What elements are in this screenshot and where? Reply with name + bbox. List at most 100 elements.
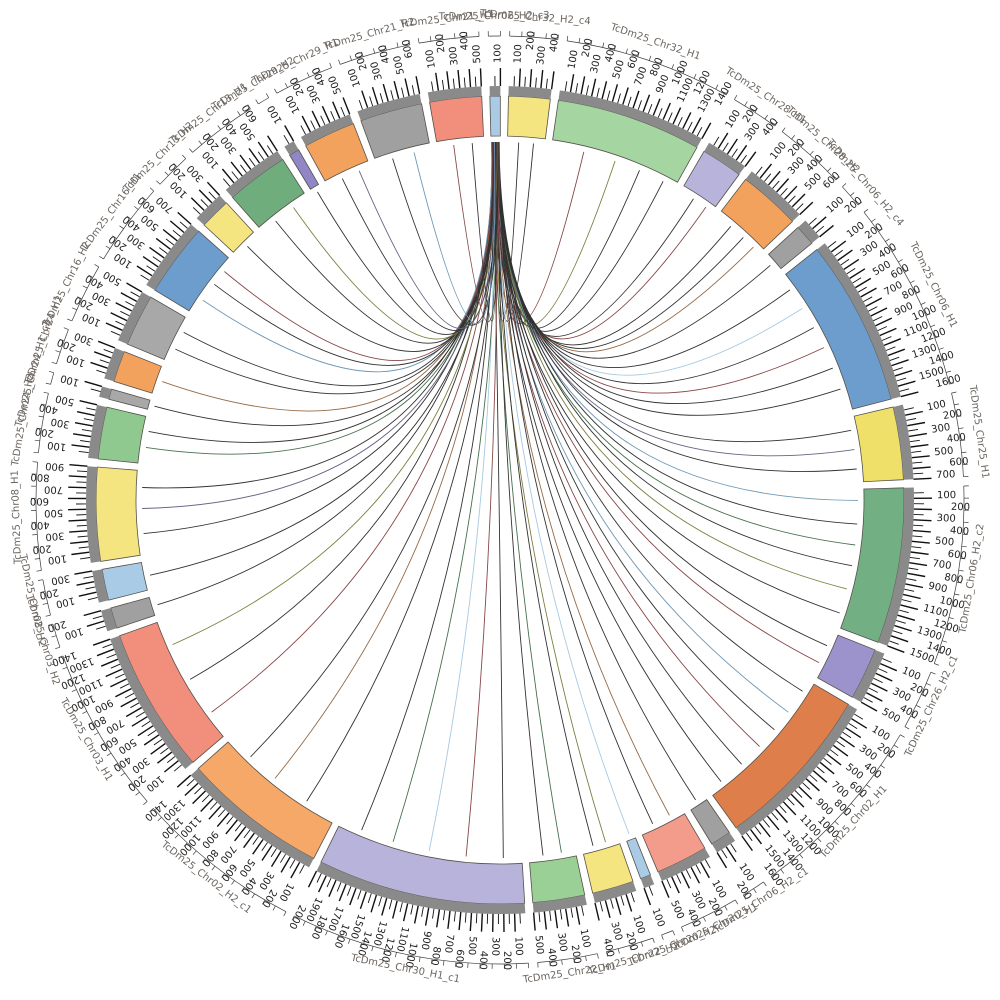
segment-band (712, 683, 850, 829)
tick-label: 600 (219, 861, 239, 883)
outer-axis-tick (826, 829, 831, 834)
tick-label: 300 (369, 60, 385, 81)
segment-ticks (221, 135, 278, 187)
outer-axis-ticks (734, 95, 778, 127)
minor-tick (722, 142, 729, 152)
tick-label: 600 (453, 949, 466, 969)
link (498, 141, 852, 567)
outer-axis-tick (682, 68, 686, 74)
tick-label: 400 (861, 761, 883, 781)
minor-tick (730, 843, 737, 853)
link (341, 141, 499, 331)
major-tick (131, 716, 148, 727)
outer-axis-tick (956, 415, 962, 418)
major-tick (321, 105, 331, 123)
minor-tick (912, 461, 923, 464)
minor-tick (87, 596, 98, 601)
major-tick (371, 86, 379, 105)
minor-tick (96, 369, 107, 374)
outer-axis-ticks (37, 579, 51, 617)
outer-axis-ticks (189, 104, 251, 153)
outer-axis-tick (34, 439, 40, 442)
segment-label: TcDm25_Chr06_H2_c3 (438, 10, 550, 22)
segment-inner-band (300, 114, 354, 146)
minor-tick (794, 790, 803, 798)
minor-tick (208, 191, 217, 200)
outer-axis-tick (198, 140, 203, 145)
tick-label: 200 (73, 294, 95, 312)
minor-tick (130, 291, 140, 298)
outer-axis-ticks (45, 370, 54, 385)
segment-ticks (713, 132, 757, 167)
outer-axis-ticks (842, 183, 863, 206)
minor-tick (379, 93, 384, 104)
major-tick (78, 591, 97, 597)
tick-label: 100 (926, 399, 947, 414)
major-tick (912, 466, 931, 470)
outer-axis-tick (715, 84, 719, 90)
outer-axis-tick (660, 59, 663, 65)
major-tick (208, 805, 222, 820)
outer-axis-tick (946, 370, 951, 373)
major-tick (909, 562, 928, 567)
link (495, 141, 815, 385)
major-tick (446, 71, 450, 90)
minor-tick (102, 643, 113, 649)
outer-axis-tick (58, 655, 64, 658)
major-tick (338, 884, 347, 902)
outer-axis-ticks (661, 930, 676, 940)
segment-band (683, 150, 740, 208)
minor-tick (357, 889, 362, 900)
major-tick (120, 697, 137, 708)
major-tick (480, 913, 483, 932)
major-tick (671, 876, 680, 894)
link (149, 141, 498, 576)
minor-tick (270, 848, 277, 858)
segment-inner-band (146, 224, 199, 291)
outer-axis-tick (648, 55, 652, 61)
outer-axis-tick (231, 880, 235, 885)
outer-axis-tick (329, 62, 332, 68)
major-tick (97, 340, 116, 349)
major-tick (554, 910, 559, 929)
segment-TcDm25_Chr06_H2_c3: 100 TcDm25_Chr06_H2_c3 (438, 10, 550, 137)
minor-tick (911, 450, 922, 453)
major-tick (71, 444, 90, 448)
outer-axis-tick (834, 820, 839, 825)
major-tick (905, 583, 924, 589)
minor-tick (901, 599, 912, 603)
minor-tick (194, 786, 203, 795)
tick-label: 300 (50, 572, 71, 586)
major-tick (136, 265, 153, 277)
major-tick (70, 540, 89, 544)
segment-inner-band (704, 142, 746, 175)
major-tick (662, 102, 671, 120)
outer-axis-tick (88, 274, 94, 278)
segment-band (154, 230, 229, 312)
outer-axis-tick (291, 915, 295, 921)
minor-tick (464, 912, 467, 923)
major-tick (126, 282, 143, 293)
major-tick (837, 249, 853, 262)
outer-axis-tick (926, 683, 931, 686)
outer-axis-tick (704, 79, 708, 84)
tick-label: 900 (45, 460, 65, 473)
outer-axis-tick (37, 579, 43, 581)
outer-axis-tick (349, 55, 352, 61)
outer-axis-tick (295, 77, 299, 83)
outer-axis-tick (799, 854, 804, 859)
minor-tick (463, 77, 466, 88)
tick-label: 500 (392, 54, 407, 75)
outer-axis (103, 190, 155, 260)
segment-ticks (741, 713, 868, 852)
major-tick (845, 727, 862, 739)
outer-axis-tick (949, 382, 955, 385)
outer-axis-tick (408, 39, 411, 45)
tick-label: 100 (81, 310, 103, 328)
minor-tick (257, 151, 265, 161)
outer-axis-tick (652, 937, 655, 943)
major-tick (543, 911, 547, 930)
link (361, 141, 495, 831)
major-tick (776, 178, 790, 193)
major-tick (680, 871, 691, 889)
